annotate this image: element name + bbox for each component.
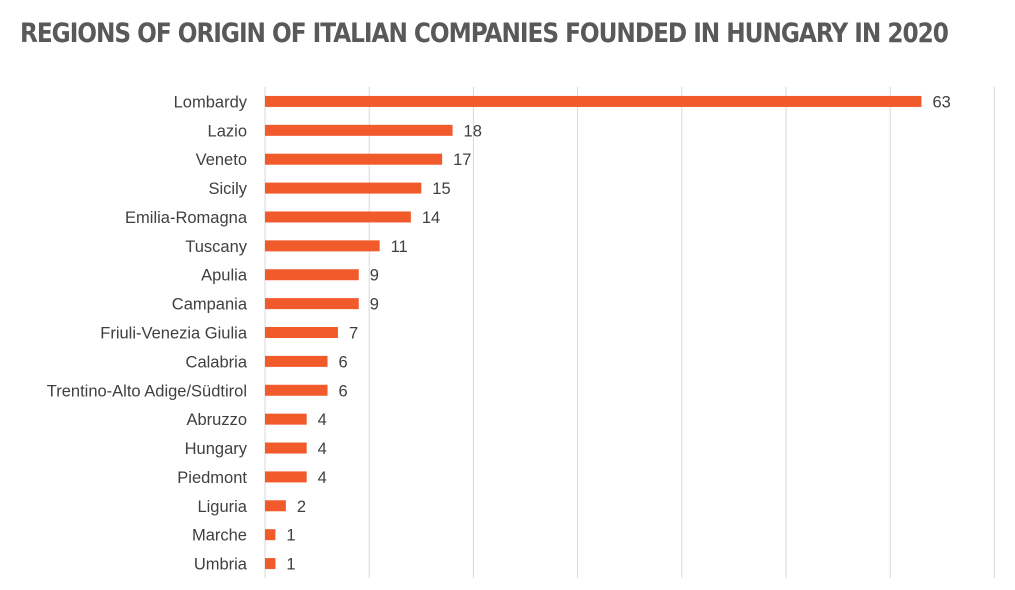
- bar: [265, 124, 453, 136]
- data-label: 6: [339, 353, 348, 371]
- category-label: Hungary: [185, 440, 248, 458]
- data-label: 4: [318, 469, 327, 487]
- data-label: 2: [297, 498, 306, 516]
- bar: [265, 327, 338, 338]
- category-label: Trentino-Alto Adige/Südtirol: [47, 382, 247, 400]
- category-label: Lombardy: [174, 93, 248, 111]
- category-label: Apulia: [201, 267, 248, 285]
- chart-title: REGIONS OF ORIGIN OF ITALIAN COMPANIES F…: [20, 18, 949, 49]
- data-label: 9: [370, 267, 379, 285]
- data-label: 7: [349, 325, 358, 343]
- category-label: Lazio: [208, 122, 247, 140]
- bar: [265, 529, 276, 541]
- category-label: Piedmont: [177, 469, 247, 487]
- data-label: 4: [318, 411, 327, 429]
- data-label: 1: [286, 556, 295, 574]
- bar: [265, 211, 411, 223]
- category-labels: Lombardy Lazio Veneto Sicily Emilia-Romagna T…: [47, 93, 248, 573]
- category-label: Abruzzo: [186, 411, 247, 429]
- category-label: Emilia-Romagna: [125, 209, 248, 227]
- data-label: 63: [932, 93, 950, 111]
- category-label: Sicily: [208, 180, 247, 198]
- data-label: 11: [391, 238, 408, 256]
- data-label: 6: [339, 382, 348, 400]
- bar: [265, 269, 359, 281]
- category-label: Umbria: [194, 556, 248, 574]
- bar: [265, 500, 286, 512]
- category-label: Campania: [172, 296, 248, 314]
- category-label: Tuscany: [185, 238, 247, 256]
- bar: [265, 355, 328, 367]
- bars: [265, 95, 922, 570]
- bar: [265, 384, 328, 396]
- bar: [265, 558, 276, 570]
- bar: [265, 153, 443, 165]
- bar: [265, 182, 422, 194]
- bar: [265, 413, 307, 425]
- category-label: Friuli-Venezia Giulia: [100, 325, 248, 343]
- data-label: 18: [464, 122, 482, 140]
- data-label: 14: [422, 209, 440, 227]
- bar: [265, 442, 307, 454]
- bar: [265, 240, 380, 252]
- grid-lines: [264, 87, 995, 578]
- data-label: 9: [370, 296, 379, 314]
- bar: [265, 298, 359, 310]
- bar: [265, 471, 307, 483]
- category-label: Calabria: [186, 353, 248, 371]
- data-label: 1: [286, 527, 295, 545]
- category-label: Veneto: [196, 151, 247, 169]
- category-label: Liguria: [197, 498, 247, 516]
- bar: [265, 95, 922, 107]
- category-label: Marche: [192, 527, 247, 545]
- data-label: 15: [432, 180, 450, 198]
- data-label: 17: [453, 151, 471, 169]
- data-label: 4: [318, 440, 327, 458]
